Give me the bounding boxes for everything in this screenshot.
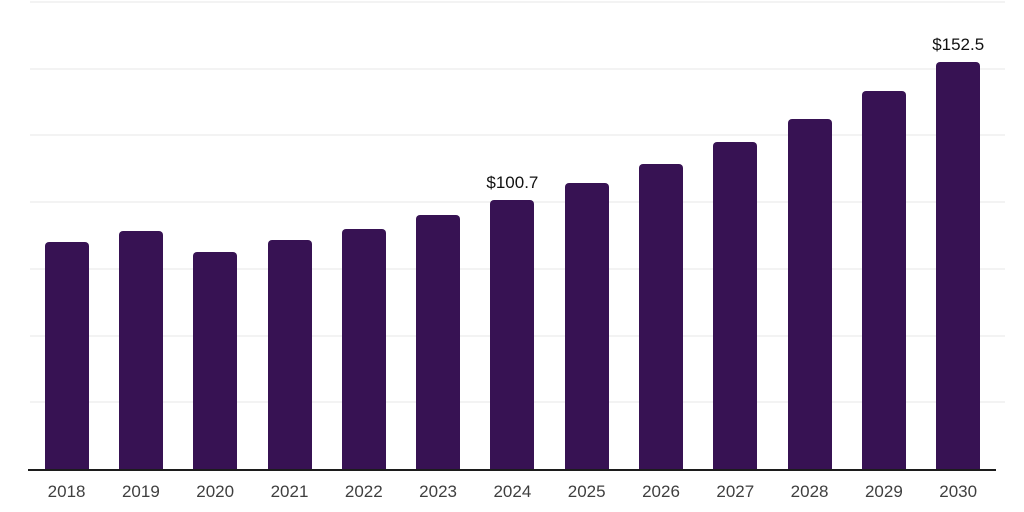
- bar-2022: [341, 228, 386, 469]
- x-tick-2028: 2028: [790, 482, 829, 501]
- bar-2020: [193, 251, 238, 469]
- bar-2026: [639, 163, 683, 469]
- bar-2019: [118, 231, 163, 469]
- x-tick-2029: 2029: [864, 482, 903, 501]
- gridline-175: [30, 1, 1005, 3]
- plot-area: $100.7 $152.5: [28, 1, 1005, 471]
- bar-2018: [44, 241, 89, 469]
- x-tick-2019: 2019: [121, 482, 160, 501]
- x-tick-2023: 2023: [419, 482, 457, 501]
- x-tick-2025: 2025: [567, 482, 606, 501]
- bar-2027: [713, 141, 758, 469]
- bar-2029: [861, 90, 906, 469]
- x-tick-2026: 2026: [642, 482, 680, 501]
- bar-2023: [416, 214, 461, 469]
- bar-2024: [490, 200, 535, 469]
- x-axis-line: [28, 469, 996, 471]
- bar-2030: [936, 62, 981, 469]
- x-tick-2020: 2020: [196, 482, 235, 501]
- data-label-2030: $152.5: [932, 35, 985, 55]
- x-tick-2021: 2021: [270, 482, 309, 501]
- bar-2021: [267, 239, 312, 469]
- data-label-2024: $100.7: [486, 173, 539, 193]
- x-tick-2024: 2024: [493, 482, 532, 501]
- x-tick-2030: 2030: [939, 482, 978, 501]
- bar-2028: [787, 118, 832, 469]
- gridline-125: [30, 134, 1005, 137]
- x-tick-2027: 2027: [716, 482, 755, 501]
- x-tick-2022: 2022: [344, 482, 383, 501]
- gridline-150: [30, 67, 1005, 70]
- x-tick-2018: 2018: [47, 482, 86, 501]
- bar-2025: [564, 182, 609, 469]
